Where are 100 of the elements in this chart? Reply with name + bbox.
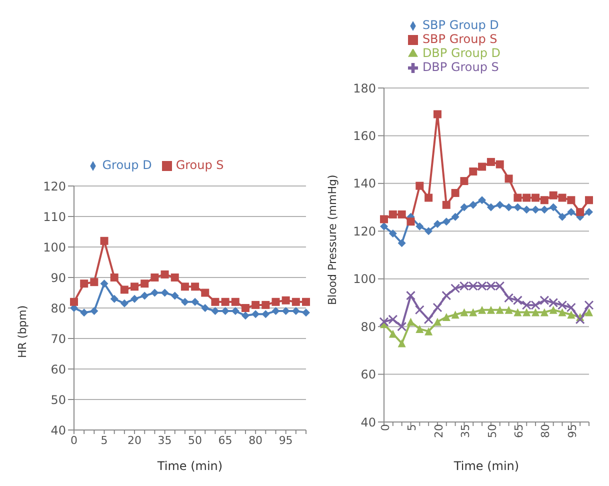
point [201, 288, 210, 297]
point [549, 203, 558, 212]
point [549, 306, 558, 314]
x-tick-label: 80 [539, 424, 552, 438]
x-tick-label: 50 [486, 424, 499, 438]
point [416, 324, 424, 333]
point [567, 196, 576, 204]
x-tick-label: 35 [158, 434, 172, 447]
point [567, 208, 576, 216]
point [380, 222, 388, 230]
point [160, 270, 169, 278]
y-tick-label: 50 [50, 392, 66, 407]
point [558, 300, 568, 310]
point [120, 299, 128, 308]
y-tick-label: 60 [360, 368, 376, 382]
point [398, 239, 406, 248]
point [262, 310, 270, 318]
point [388, 210, 397, 218]
x-tick-label: 5 [406, 424, 419, 431]
point [585, 308, 593, 316]
point [469, 200, 478, 209]
point [433, 220, 442, 228]
point [442, 313, 450, 322]
point [252, 300, 260, 309]
point [221, 298, 230, 306]
point [414, 305, 424, 315]
x-tick-label: 80 [248, 434, 263, 447]
point [575, 314, 585, 324]
point [540, 308, 548, 316]
point [302, 298, 310, 306]
point [80, 280, 88, 288]
point [460, 203, 468, 212]
point [460, 308, 468, 316]
point [211, 298, 220, 306]
y-tick-label: 180 [353, 81, 376, 96]
point [442, 290, 452, 300]
x-axis-title: Time (min) [156, 459, 223, 473]
y-tick-label: 80 [360, 320, 376, 334]
point [584, 300, 594, 310]
point [160, 288, 169, 297]
point [100, 236, 108, 245]
point [496, 306, 504, 314]
point [252, 310, 260, 318]
point [495, 281, 505, 291]
point [380, 215, 388, 224]
point [70, 298, 78, 306]
point [191, 282, 200, 291]
point [549, 191, 558, 200]
y-tick-label: 100 [43, 240, 66, 254]
y-tick-label: 140 [353, 176, 376, 191]
x-tick-label: 20 [128, 434, 142, 447]
point [504, 306, 513, 314]
point [292, 298, 300, 306]
point [548, 298, 558, 308]
point [451, 212, 460, 221]
x-tick-label: 5 [100, 434, 108, 447]
point [120, 286, 128, 294]
point [504, 203, 513, 212]
point [262, 300, 270, 309]
x-tick-label: 95 [278, 434, 293, 447]
point [522, 300, 532, 310]
y-tick-label: 110 [43, 210, 66, 224]
y-tick-label: 120 [43, 179, 66, 194]
y-axis-title: Blood Pressure (mmHg) [326, 174, 339, 305]
point [532, 206, 540, 214]
y-tick-label: 40 [50, 423, 66, 438]
point [406, 318, 415, 326]
point [398, 210, 406, 218]
point [130, 282, 139, 291]
point [241, 304, 250, 312]
point [522, 206, 531, 214]
y-tick-label: 90 [50, 270, 66, 285]
point [80, 308, 88, 317]
x-axis-title: Time (min) [452, 459, 520, 473]
point [201, 304, 210, 312]
point [566, 302, 576, 312]
point [272, 307, 280, 316]
point [302, 308, 310, 317]
point [388, 314, 398, 324]
point [398, 339, 406, 348]
point [585, 208, 593, 216]
x-tick-label: 35 [459, 424, 472, 438]
point [442, 218, 450, 226]
point [514, 308, 522, 316]
x-tick-label: 50 [188, 434, 202, 447]
point [514, 203, 522, 212]
point [514, 194, 522, 202]
point [486, 203, 495, 212]
point [170, 274, 179, 282]
y-tick-label: 60 [50, 362, 66, 376]
x-tick-label: 95 [566, 424, 579, 438]
point [397, 322, 407, 332]
point [221, 307, 230, 316]
legend-label: SBP Group D [422, 18, 499, 32]
point [469, 168, 478, 176]
legend-label: SBP Group S [422, 32, 498, 46]
point [90, 278, 98, 286]
point [388, 330, 397, 338]
point [486, 281, 496, 291]
y-tick-label: 120 [353, 224, 376, 238]
